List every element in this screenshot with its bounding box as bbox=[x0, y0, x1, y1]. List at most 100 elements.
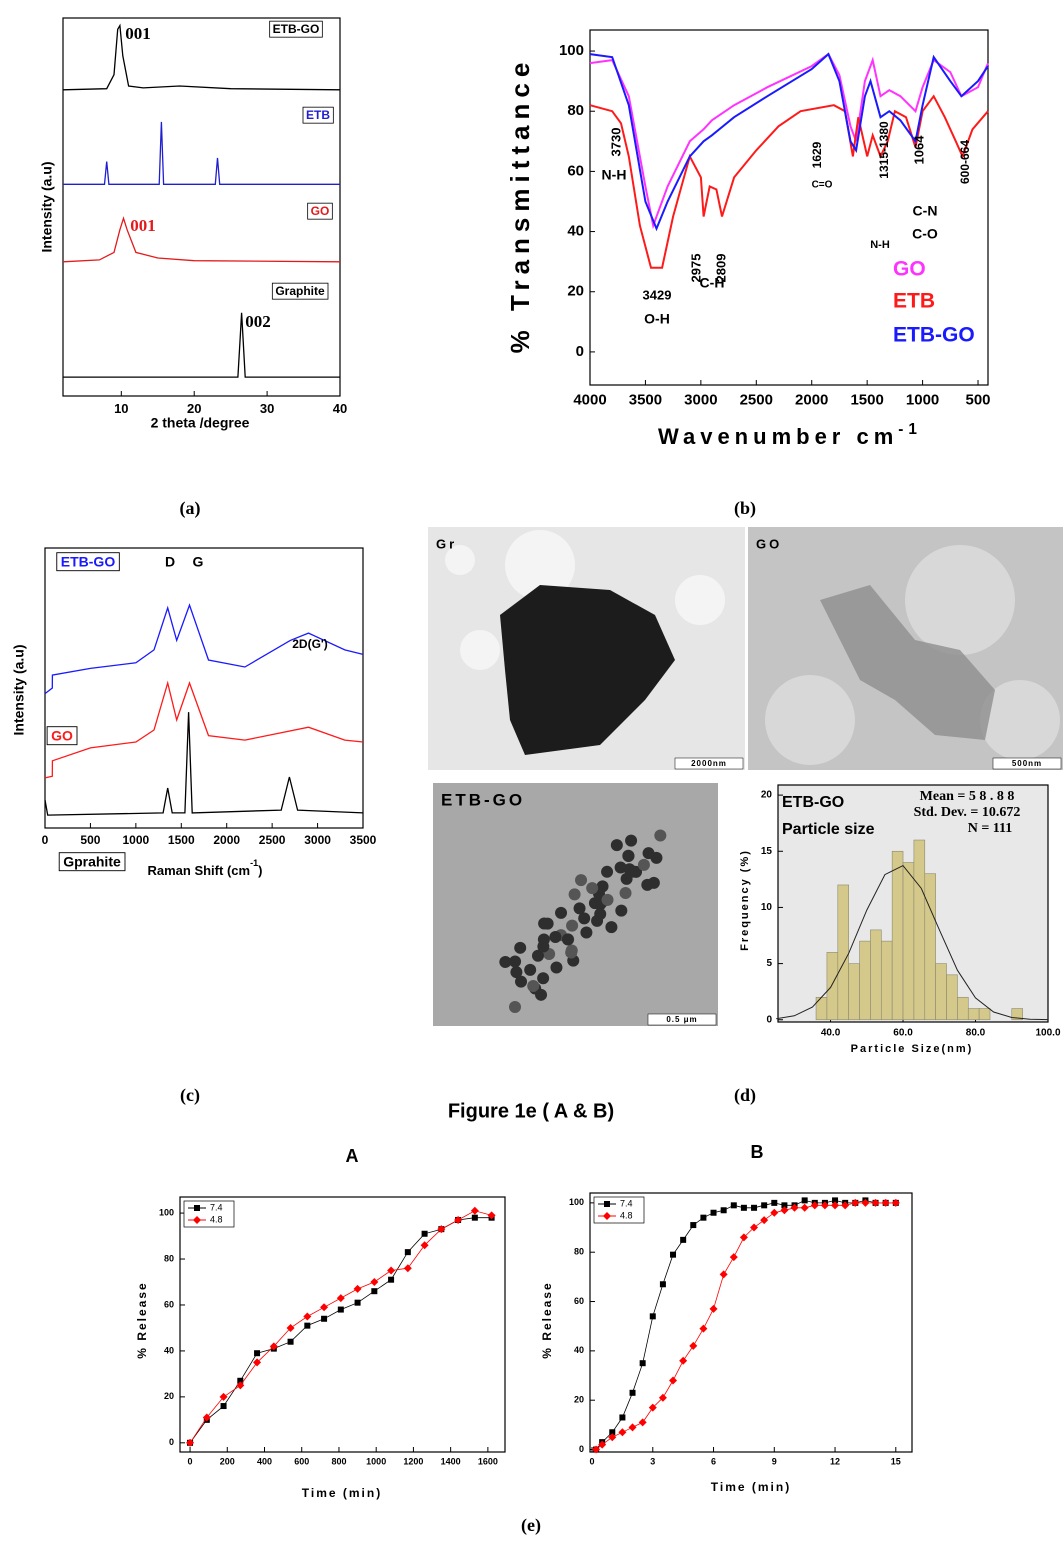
x-axis-label: Time (min) bbox=[302, 1486, 382, 1500]
x-tick-label: 15 bbox=[891, 1456, 901, 1466]
caption: (a) bbox=[180, 498, 201, 519]
x-tick-label: 1000 bbox=[906, 391, 939, 408]
marker bbox=[303, 1312, 312, 1321]
legend-entry: ETB-GO bbox=[893, 324, 975, 347]
marker bbox=[420, 1241, 429, 1250]
nanoparticle bbox=[531, 949, 544, 962]
texture bbox=[460, 630, 500, 670]
nanoparticle bbox=[578, 912, 591, 925]
x-axis-label: Wavenumber cm-1 bbox=[658, 421, 922, 449]
texture bbox=[505, 530, 575, 600]
nanoparticle bbox=[509, 1001, 521, 1013]
band-label: N-H bbox=[870, 239, 890, 251]
nanoparticle bbox=[573, 902, 586, 915]
y-axis-label: Intensity (a.u) bbox=[11, 644, 27, 735]
marker bbox=[689, 1341, 698, 1350]
scale-box bbox=[992, 757, 1062, 770]
nanoparticle bbox=[605, 921, 618, 934]
caption: (e) bbox=[521, 1515, 541, 1536]
y-tick-label: 40 bbox=[164, 1345, 174, 1355]
nanoparticle bbox=[568, 888, 581, 901]
nanoparticle bbox=[586, 882, 599, 895]
y-tick-label: 20 bbox=[164, 1391, 174, 1401]
marker bbox=[608, 1433, 617, 1442]
series-line bbox=[595, 1202, 896, 1450]
peak-label: 2D(G') bbox=[292, 637, 328, 651]
histogram-bar bbox=[859, 940, 871, 1021]
x-tick-label: 6 bbox=[711, 1456, 716, 1466]
marker bbox=[658, 1393, 667, 1402]
band-label: 2809 bbox=[713, 254, 728, 283]
x-tick-label: 1400 bbox=[441, 1456, 461, 1466]
marker bbox=[487, 1211, 496, 1220]
x-tick-label: 100.0 bbox=[1035, 1028, 1060, 1039]
marker bbox=[321, 1315, 328, 1322]
marker bbox=[628, 1423, 637, 1432]
band-label: 2975 bbox=[688, 254, 703, 283]
chart-subtitle: Particle size bbox=[782, 821, 875, 838]
y-tick-label: 40 bbox=[567, 223, 584, 240]
peak-label: G bbox=[193, 554, 204, 570]
series-label: GO bbox=[311, 204, 330, 218]
y-tick-label: 20 bbox=[761, 790, 773, 801]
marker bbox=[202, 1413, 211, 1422]
nanoparticle bbox=[535, 988, 548, 1001]
nanoparticle bbox=[622, 849, 635, 862]
marker bbox=[659, 1281, 666, 1288]
plot-frame bbox=[44, 547, 364, 829]
marker bbox=[598, 1440, 607, 1449]
marker bbox=[709, 1304, 718, 1313]
series-line bbox=[589, 52, 989, 232]
axis-label-text: ) bbox=[258, 863, 262, 878]
marker bbox=[871, 1198, 880, 1207]
y-tick-label: 0 bbox=[766, 1014, 772, 1025]
y-tick-label: 20 bbox=[567, 283, 584, 300]
x-tick-label: 200 bbox=[220, 1456, 235, 1466]
peak-label: 001 bbox=[130, 216, 156, 235]
x-tick-label: 3000 bbox=[684, 391, 717, 408]
marker bbox=[237, 1377, 244, 1384]
histogram-bar bbox=[924, 873, 936, 1021]
axis-label-text: Raman Shift (cm bbox=[147, 863, 250, 878]
texture bbox=[675, 575, 725, 625]
y-axis-label: Frequency (%) bbox=[739, 849, 751, 951]
x-tick-label: 2000 bbox=[213, 833, 240, 847]
x-tick-label: 1600 bbox=[478, 1456, 498, 1466]
marker bbox=[771, 1199, 778, 1206]
nanoparticle bbox=[601, 893, 614, 906]
x-tick-label: 1500 bbox=[850, 391, 883, 408]
plot-frame bbox=[62, 17, 341, 397]
marker bbox=[253, 1358, 262, 1367]
texture bbox=[765, 675, 855, 765]
x-tick-label: 12 bbox=[830, 1456, 840, 1466]
x-tick-label: 0 bbox=[42, 833, 49, 847]
histogram-bar bbox=[826, 952, 839, 1021]
label-box bbox=[58, 852, 126, 872]
series-line bbox=[189, 1217, 492, 1444]
nanoparticle bbox=[596, 880, 609, 893]
series-line bbox=[589, 52, 989, 230]
x-tick-label: 2500 bbox=[259, 833, 286, 847]
x-tick-label: 80.0 bbox=[966, 1028, 986, 1039]
legend-entry: ETB bbox=[893, 290, 935, 313]
peak-label: 001 bbox=[125, 24, 151, 43]
x-tick-label: 3500 bbox=[629, 391, 662, 408]
marker bbox=[471, 1214, 478, 1221]
y-tick-label: 60 bbox=[574, 1296, 584, 1306]
nanoparticle bbox=[515, 975, 528, 988]
x-tick-label: 0 bbox=[188, 1456, 193, 1466]
marker bbox=[750, 1223, 759, 1232]
marker bbox=[700, 1214, 707, 1221]
band-label: 3730 bbox=[608, 128, 623, 157]
marker bbox=[690, 1222, 697, 1229]
y-tick-label: 100 bbox=[569, 1197, 584, 1207]
label-box bbox=[56, 552, 120, 572]
y-tick-label: 80 bbox=[574, 1247, 584, 1257]
y-axis-label: % Release bbox=[135, 1281, 149, 1358]
histogram-bar bbox=[946, 974, 958, 1021]
legend-entry: 4.8 bbox=[620, 1210, 633, 1220]
nanoparticle bbox=[510, 966, 523, 979]
marker bbox=[679, 1356, 688, 1365]
series-line bbox=[62, 216, 341, 263]
